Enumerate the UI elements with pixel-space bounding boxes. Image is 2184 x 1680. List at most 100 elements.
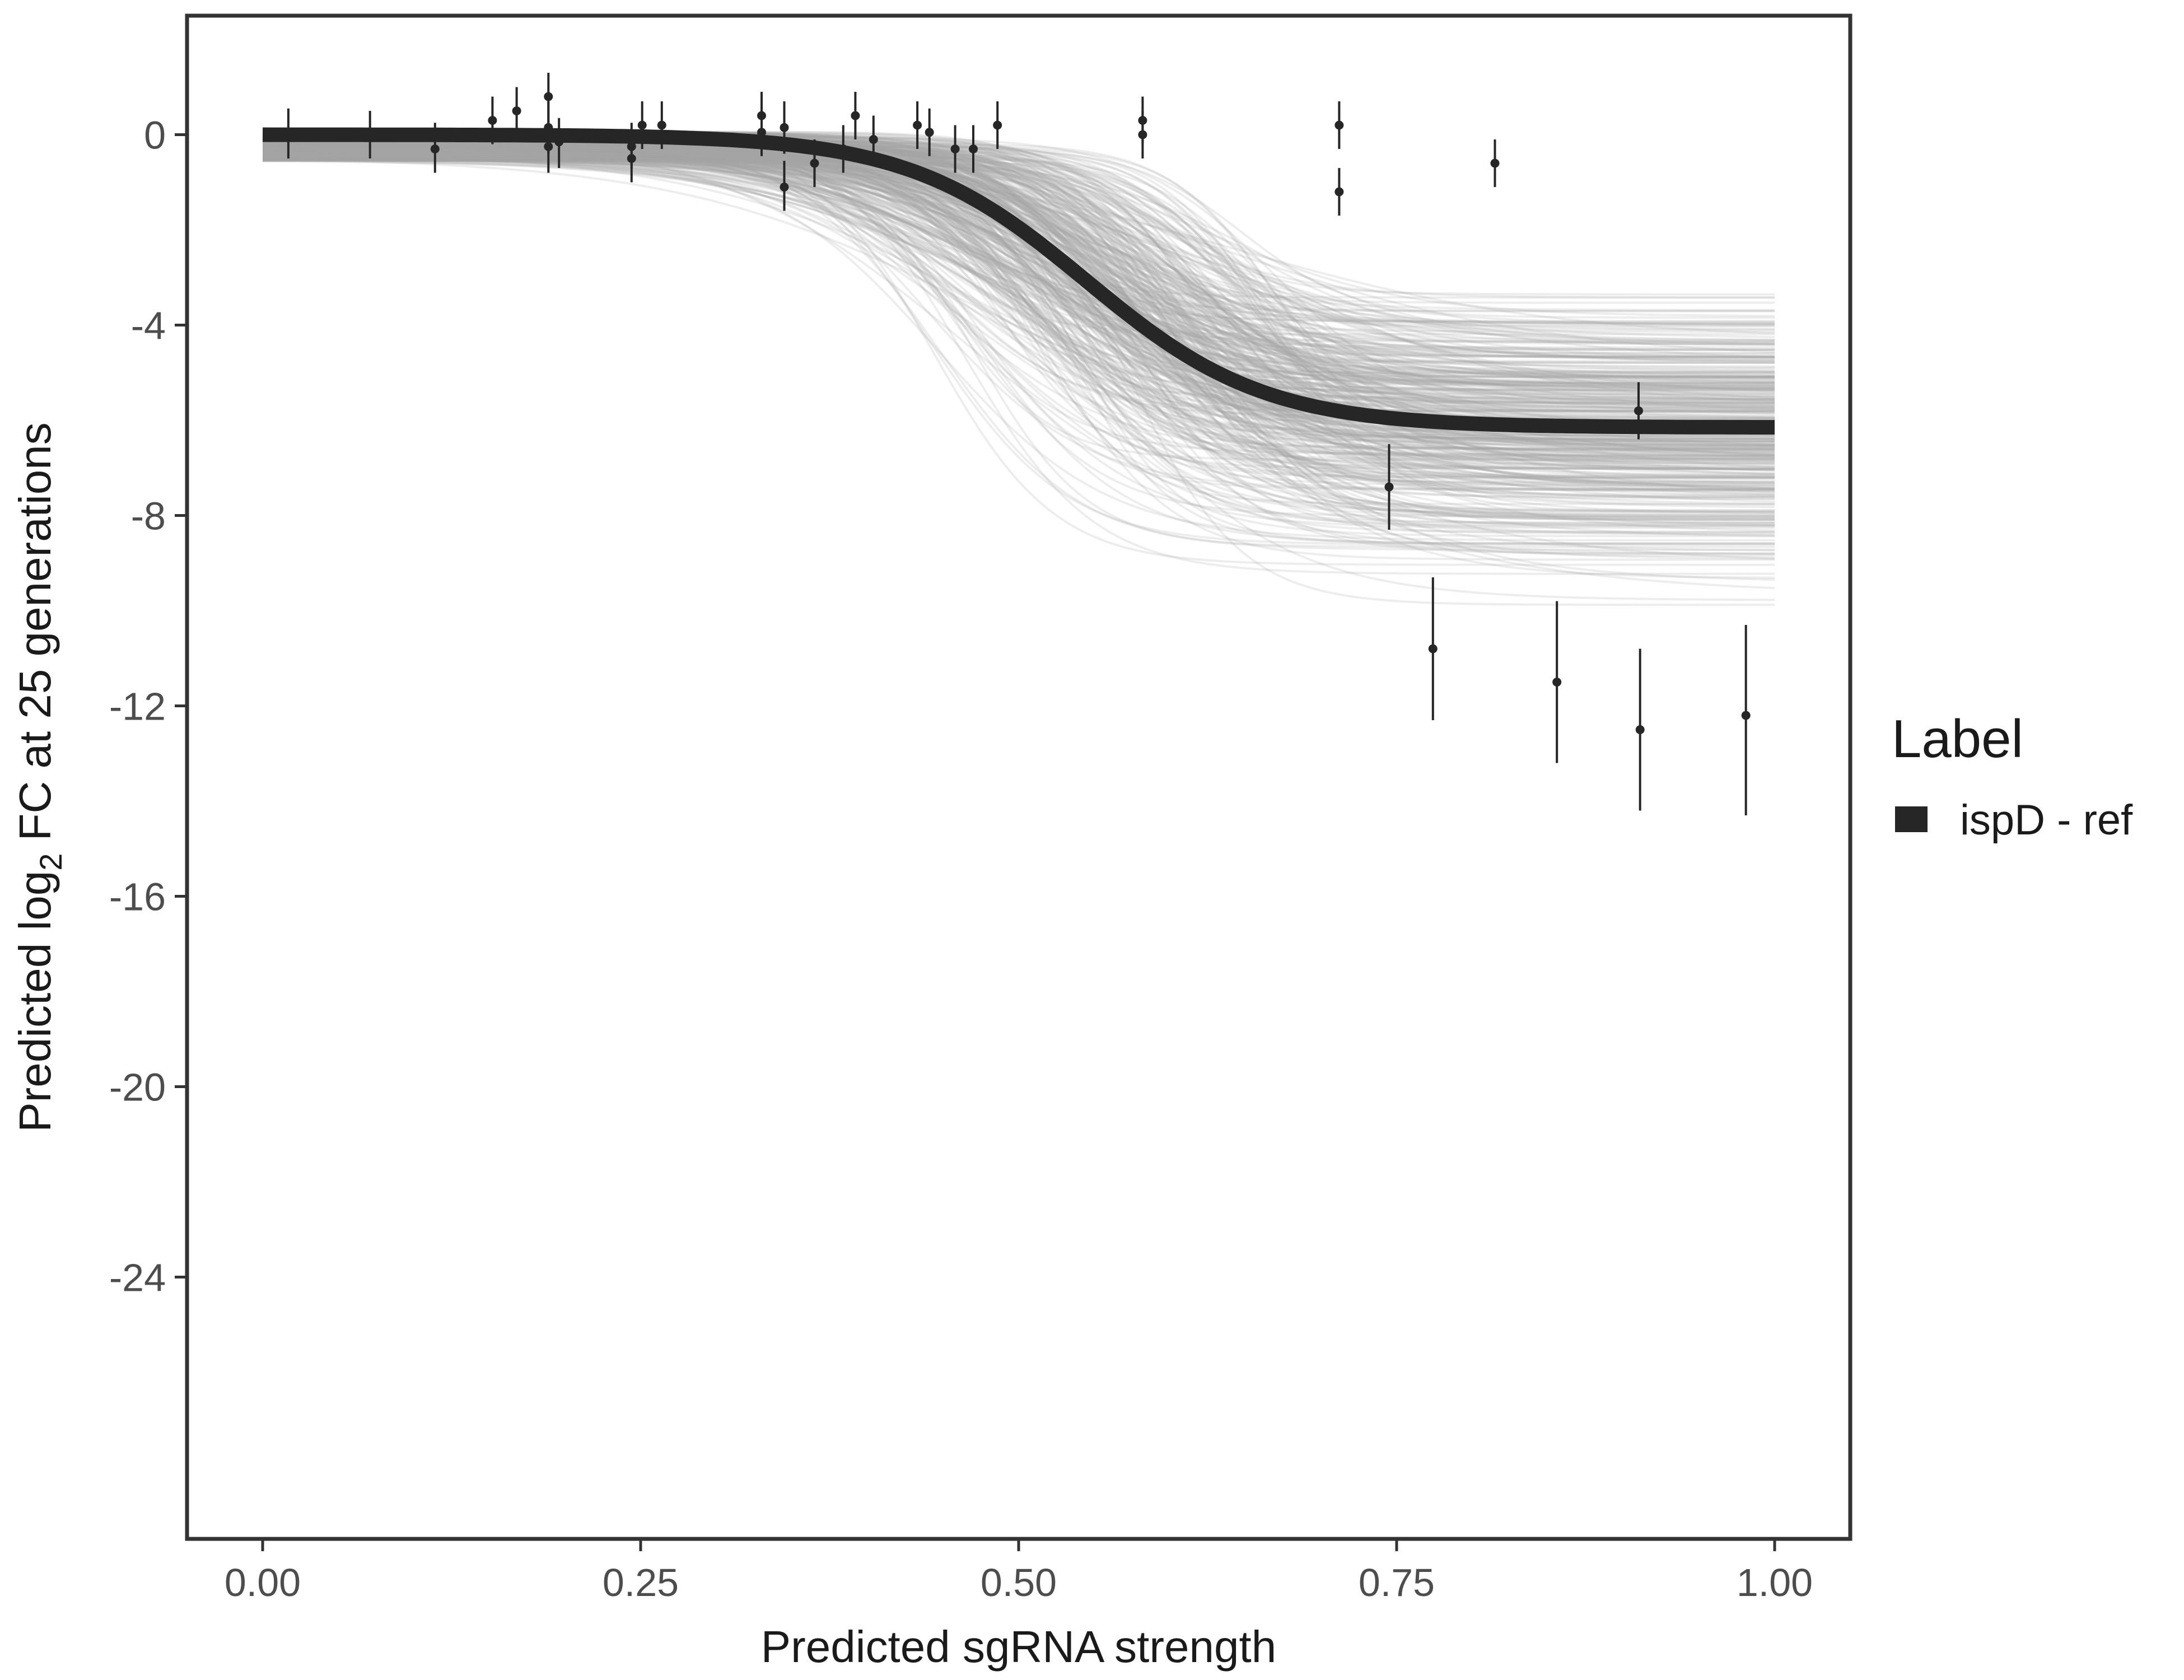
posterior-draw-line <box>262 141 1775 519</box>
point-marker <box>1635 725 1645 734</box>
posterior-draw-line <box>262 144 1775 389</box>
posterior-draw-line <box>263 147 1775 524</box>
posterior-draw-line <box>262 158 1775 447</box>
posterior-draw-line <box>262 150 1775 389</box>
posterior-draw-line <box>262 132 1775 555</box>
data-point <box>950 125 960 173</box>
legend-label: ispD - ref <box>1960 796 2133 844</box>
posterior-draw-line <box>263 143 1775 388</box>
posterior-draw-line <box>263 158 1775 391</box>
posterior-draw-line <box>263 160 1775 364</box>
posterior-draw-line <box>263 152 1775 528</box>
data-point <box>627 134 636 183</box>
posterior-draw-line <box>263 150 1775 521</box>
x-tick-label: 0.00 <box>225 1561 301 1604</box>
data-point <box>1634 382 1643 440</box>
posterior-draw-line <box>263 143 1775 536</box>
posterior-draw-line <box>262 158 1775 345</box>
posterior-draw-line <box>263 158 1775 501</box>
posterior-draw-line <box>263 158 1775 440</box>
posterior-draw-line <box>263 150 1775 390</box>
posterior-draw-line <box>263 152 1775 452</box>
point-marker <box>544 92 553 101</box>
y-axis-title-subscript: 2 <box>33 853 68 871</box>
posterior-draw-line <box>262 143 1775 472</box>
point-marker <box>1384 482 1394 492</box>
posterior-draw-line <box>262 152 1775 409</box>
posterior-draw-line <box>263 156 1775 388</box>
posterior-draw-line <box>263 151 1775 449</box>
posterior-draw-line <box>263 142 1775 395</box>
data-point <box>1334 168 1344 216</box>
posterior-draw-line <box>263 150 1775 441</box>
posterior-draw-line <box>263 152 1775 517</box>
posterior-draw-line <box>263 146 1775 412</box>
posterior-draw-line <box>263 154 1775 413</box>
posterior-draw-line <box>263 148 1775 447</box>
posterior-draw-line <box>262 159 1775 505</box>
posterior-draw-line <box>263 145 1775 442</box>
y-axis-title: Predicted log2 FC at 25 generations <box>10 422 68 1132</box>
posterior-draw-line <box>263 153 1775 491</box>
point-marker <box>544 142 553 151</box>
posterior-draw-line <box>263 156 1775 375</box>
posterior-draw-line <box>262 159 1775 341</box>
posterior-draw-line <box>263 144 1775 491</box>
posterior-draw-line <box>263 156 1775 538</box>
posterior-draw-line <box>262 158 1775 447</box>
posterior-draw-line <box>262 141 1775 377</box>
data-point <box>810 139 819 187</box>
point-marker <box>554 137 564 147</box>
posterior-draw-line <box>263 143 1775 335</box>
data-point <box>838 125 848 173</box>
posterior-draw-line <box>262 158 1775 335</box>
posterior-draw-line <box>262 151 1775 503</box>
posterior-draw-line <box>262 137 1775 390</box>
posterior-draw-line <box>262 157 1775 398</box>
posterior-draw-line <box>263 141 1775 404</box>
posterior-draw-line <box>263 152 1775 386</box>
posterior-draw-line <box>263 150 1775 533</box>
posterior-draw-line <box>263 155 1775 402</box>
posterior-draw-line <box>263 156 1775 362</box>
x-tick-label: 0.25 <box>603 1561 679 1604</box>
posterior-draw-line <box>263 155 1775 405</box>
posterior-draw-line <box>262 156 1775 471</box>
point-marker <box>1334 187 1344 197</box>
posterior-draw-line <box>263 149 1775 358</box>
posterior-draw-line <box>263 144 1775 349</box>
point-marker <box>1552 678 1562 687</box>
data-point <box>544 120 553 173</box>
posterior-draw-line <box>263 150 1775 390</box>
posterior-draw-line <box>263 151 1775 424</box>
posterior-draw-line <box>263 141 1775 487</box>
point-marker <box>1741 711 1751 720</box>
data-point <box>1635 648 1645 811</box>
posterior-draw-line <box>263 157 1775 521</box>
x-axis-title: Predicted sgRNA strength <box>761 1622 1276 1672</box>
posterior-draw-line <box>263 149 1775 364</box>
posterior-draw-line <box>263 156 1775 380</box>
data-point <box>1334 101 1344 149</box>
point-marker <box>869 135 878 144</box>
plot-panel-border <box>185 13 1852 1541</box>
posterior-draw-line <box>263 156 1775 461</box>
posterior-draw-line <box>263 155 1775 362</box>
fit-curve-line <box>262 127 1775 435</box>
posterior-draw-line <box>263 158 1775 390</box>
posterior-draw-line <box>263 151 1775 450</box>
point-marker <box>488 116 497 125</box>
posterior-draw-line <box>263 143 1775 399</box>
data-point <box>1552 601 1562 763</box>
posterior-draw-line <box>263 156 1775 479</box>
data-point <box>851 92 860 139</box>
y-tick-label: -20 <box>109 1066 166 1109</box>
point-marker <box>637 120 647 130</box>
posterior-draw-line <box>263 155 1775 470</box>
posterior-draw-line <box>262 149 1775 446</box>
posterior-draw-line <box>262 140 1775 368</box>
posterior-draw-line <box>263 151 1775 376</box>
posterior-draw-line <box>263 143 1775 451</box>
posterior-draw-line <box>262 148 1775 355</box>
posterior-draw-line <box>263 160 1775 450</box>
